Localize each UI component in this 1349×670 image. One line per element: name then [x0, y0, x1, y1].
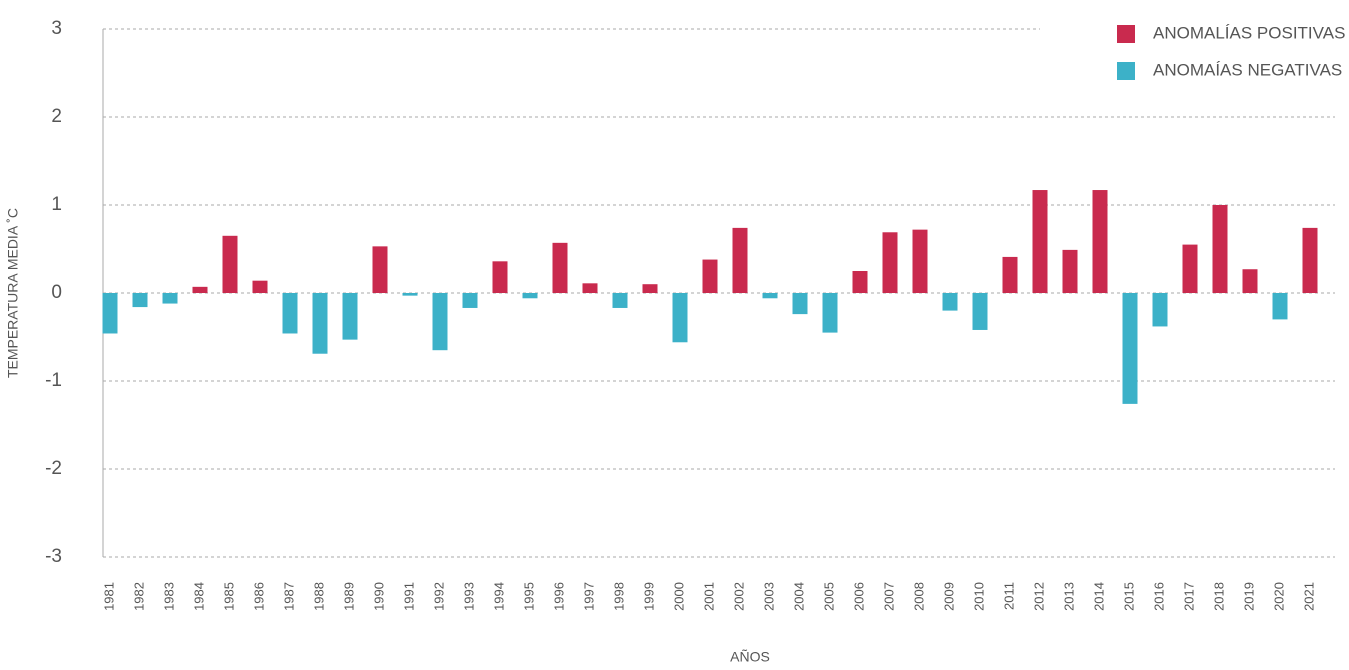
x-tick-label: 2019: [1241, 582, 1256, 611]
x-tick-label: 2016: [1151, 582, 1166, 611]
x-tick-label: 1985: [221, 582, 236, 611]
bar: [1152, 293, 1168, 327]
x-tick-label: 2001: [701, 582, 716, 611]
bar: [612, 293, 628, 308]
x-tick-label: 2011: [1001, 582, 1016, 610]
x-tick-label: 1999: [641, 582, 656, 611]
bar: [192, 286, 208, 293]
x-tick-label: 1984: [191, 582, 206, 611]
bar: [552, 242, 568, 293]
bar: [1032, 190, 1048, 293]
legend-swatch: [1117, 62, 1135, 80]
x-tick-label: 2003: [761, 582, 776, 611]
x-tick-label: 2005: [821, 582, 836, 611]
bar: [972, 293, 988, 330]
x-tick-label: 1992: [431, 582, 446, 611]
bar: [402, 293, 418, 296]
bar: [342, 293, 358, 340]
bar: [702, 259, 718, 293]
bar: [942, 293, 958, 311]
bar: [642, 284, 658, 293]
legend-background: [1040, 15, 1340, 95]
x-tick-label: 1983: [161, 582, 176, 611]
y-axis-label: TEMPERATURA MEDIA ˚C: [5, 208, 21, 378]
x-tick-label: 1996: [551, 582, 566, 611]
x-tick-label: 1997: [581, 582, 596, 611]
y-tick-label: -2: [45, 458, 62, 479]
x-tick-label: 2018: [1211, 582, 1226, 611]
x-tick-label: 2013: [1061, 582, 1076, 611]
bar: [672, 293, 688, 343]
x-tick-label: 1993: [461, 582, 476, 611]
y-tick-label: -1: [45, 370, 62, 391]
x-tick-label: 1990: [371, 582, 386, 611]
x-tick-label: 2009: [941, 582, 956, 611]
bar: [1212, 205, 1228, 293]
y-tick-label: -3: [45, 546, 62, 567]
bar: [522, 293, 538, 299]
x-tick-label: 1981: [101, 582, 116, 611]
bar: [882, 232, 898, 293]
bar: [222, 235, 238, 293]
bar: [1272, 293, 1288, 320]
x-tick-label: 1987: [281, 582, 296, 611]
x-tick-label: 2000: [671, 582, 686, 611]
x-tick-label: 2004: [791, 582, 806, 611]
x-tick-label: 1991: [401, 582, 416, 611]
bar: [462, 293, 478, 308]
y-tick-label: 1: [51, 194, 62, 215]
x-tick-label: 2021: [1301, 582, 1316, 611]
bar: [582, 283, 598, 293]
y-tick-label: 3: [51, 18, 62, 39]
bar: [492, 261, 508, 293]
bar: [1122, 293, 1138, 404]
x-tick-label: 2002: [731, 582, 746, 611]
x-tick-label: 2012: [1031, 582, 1046, 611]
x-tick-label: 2014: [1091, 582, 1106, 611]
bar: [282, 293, 298, 334]
x-tick-label: 2020: [1271, 582, 1286, 611]
bar: [312, 293, 328, 354]
legend-label: ANOMALÍAS POSITIVAS: [1153, 23, 1345, 42]
bar: [102, 293, 118, 334]
bar: [762, 293, 778, 299]
bar: [852, 271, 868, 293]
bar: [792, 293, 808, 315]
bar: [822, 293, 838, 333]
bar: [372, 246, 388, 293]
bar: [132, 293, 148, 308]
bar: [732, 227, 748, 293]
bar: [1182, 244, 1198, 293]
x-tick-label: 1986: [251, 582, 266, 611]
x-tick-label: 1988: [311, 582, 326, 611]
x-tick-label: 2015: [1121, 582, 1136, 611]
x-tick-label: 2017: [1181, 582, 1196, 611]
bar: [252, 280, 268, 293]
bar: [1242, 269, 1258, 293]
bar: [912, 229, 928, 293]
x-tick-label: 2010: [971, 582, 986, 611]
bar: [1002, 256, 1018, 293]
bar: [162, 293, 178, 304]
x-tick-label: 1994: [491, 582, 506, 611]
x-tick-label: 1989: [341, 582, 356, 611]
legend-swatch: [1117, 25, 1135, 43]
x-tick-label: 1995: [521, 582, 536, 611]
x-tick-label: 1998: [611, 582, 626, 611]
x-tick-label: 2006: [851, 582, 866, 611]
x-tick-label: 2007: [881, 582, 896, 611]
bar: [432, 293, 448, 351]
bar: [1302, 227, 1318, 293]
legend-label: ANOMAÍAS NEGATIVAS: [1153, 60, 1342, 79]
x-tick-label: 1982: [131, 582, 146, 611]
y-tick-label: 0: [51, 282, 62, 303]
x-axis-label: AÑOS: [730, 649, 770, 665]
y-tick-label: 2: [51, 106, 62, 127]
bar: [1062, 249, 1078, 293]
x-tick-label: 2008: [911, 582, 926, 611]
bar: [1092, 190, 1108, 293]
